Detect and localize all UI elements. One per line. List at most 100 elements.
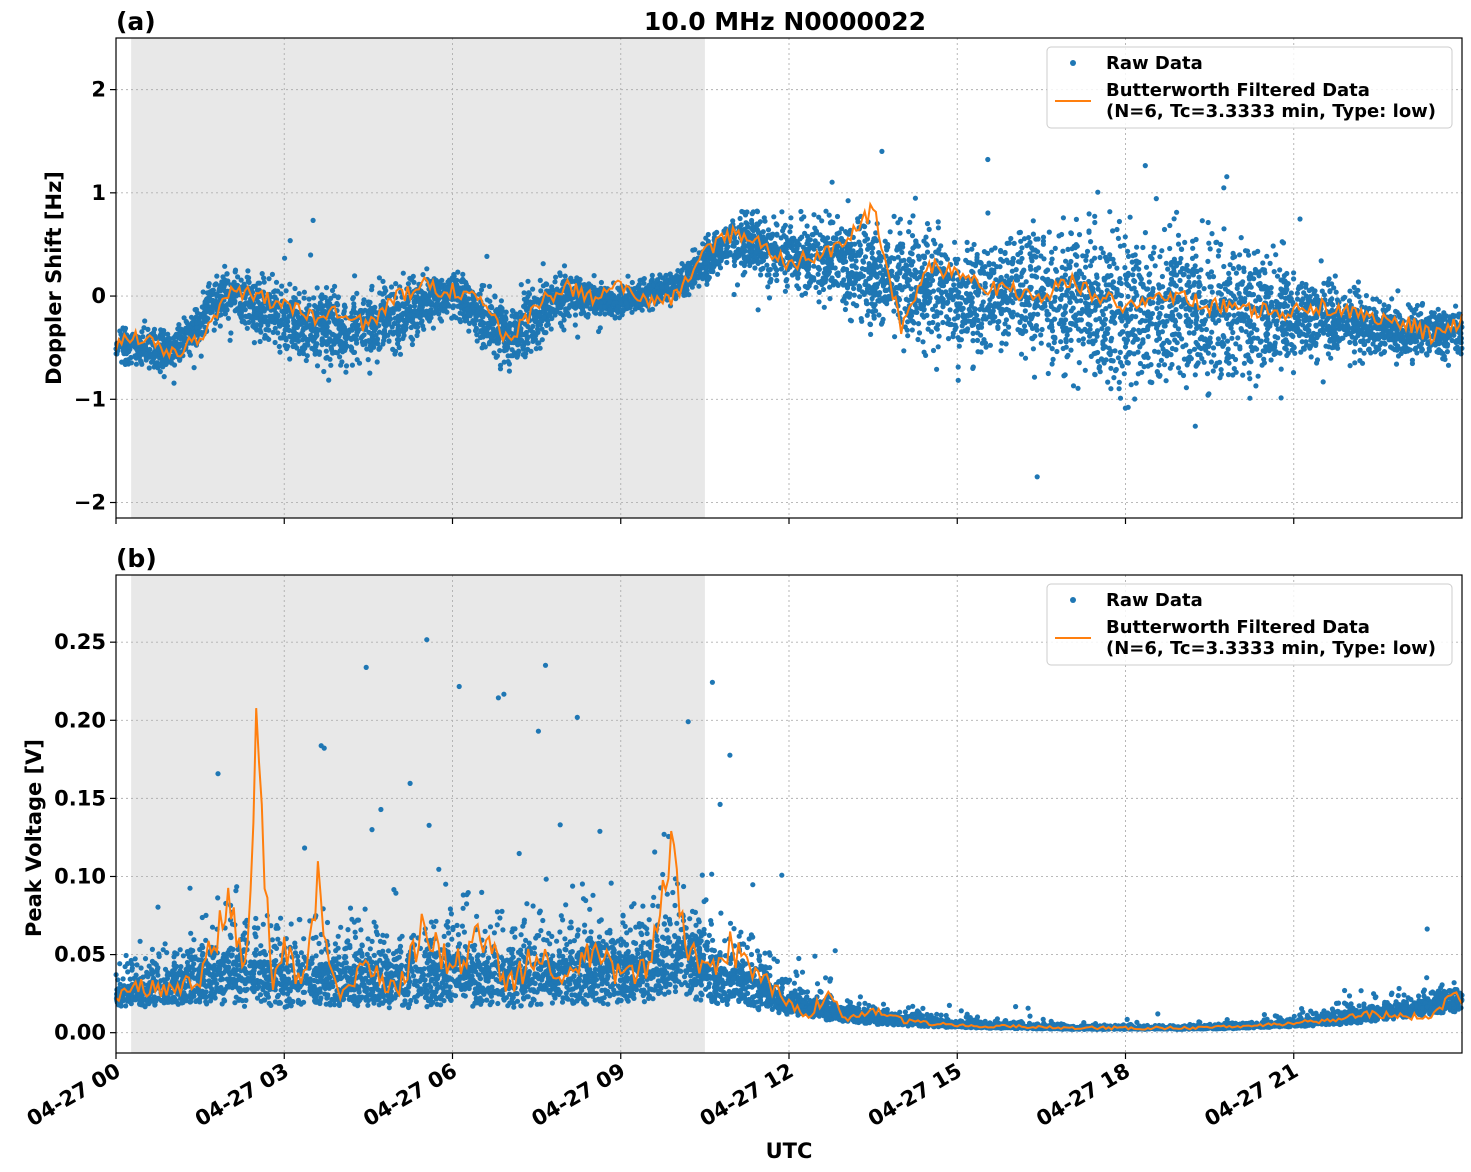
- raw-point: [270, 329, 276, 335]
- raw-point: [1163, 260, 1169, 266]
- raw-point: [479, 282, 485, 289]
- raw-point: [947, 307, 953, 313]
- raw-point: [963, 257, 969, 263]
- raw-point: [819, 218, 825, 224]
- raw-point: [815, 271, 821, 277]
- raw-point: [914, 309, 920, 315]
- raw-point: [304, 353, 310, 359]
- raw-point: [1030, 218, 1036, 224]
- raw-point: [1098, 245, 1104, 251]
- raw-point: [1126, 351, 1132, 357]
- raw-point: [1105, 326, 1111, 332]
- raw-point: [1008, 310, 1014, 316]
- raw-point: [841, 255, 848, 261]
- raw-point: [1209, 231, 1215, 237]
- raw-point: [1167, 222, 1173, 229]
- raw-point: [377, 345, 383, 351]
- raw-point: [424, 266, 430, 272]
- raw-point: [1092, 245, 1098, 251]
- raw-point: [944, 256, 951, 262]
- raw-point: [1208, 359, 1214, 365]
- raw-point: [306, 302, 312, 308]
- raw-point: [1241, 318, 1247, 324]
- raw-point: [1303, 293, 1309, 299]
- raw-point: [1175, 232, 1182, 238]
- raw-point: [1149, 256, 1155, 262]
- raw-point: [987, 342, 994, 348]
- raw-point: [1068, 337, 1074, 343]
- raw-point: [1124, 337, 1130, 344]
- raw-point: [328, 362, 334, 368]
- raw-point: [1206, 240, 1212, 246]
- raw-point: [857, 284, 863, 290]
- raw-point: [400, 270, 406, 276]
- raw-point: [987, 297, 993, 303]
- raw-point: [1224, 174, 1230, 180]
- raw-point: [690, 247, 696, 253]
- raw-point: [1381, 302, 1387, 308]
- raw-point: [1175, 241, 1182, 247]
- raw-point: [1059, 264, 1065, 270]
- raw-point: [354, 290, 360, 296]
- raw-point: [283, 288, 289, 294]
- raw-point: [1038, 340, 1044, 346]
- raw-point: [732, 262, 738, 269]
- raw-point: [415, 329, 421, 335]
- raw-point: [372, 304, 378, 310]
- raw-point: [842, 306, 849, 313]
- raw-point: [1172, 337, 1178, 343]
- raw-point: [1275, 335, 1281, 341]
- raw-point: [1456, 348, 1462, 354]
- raw-point: [161, 374, 167, 380]
- raw-point: [952, 239, 958, 245]
- raw-point: [1346, 298, 1353, 304]
- raw-point: [1243, 286, 1249, 292]
- raw-point: [924, 312, 930, 318]
- raw-point: [1284, 339, 1290, 345]
- raw-point: [1132, 278, 1138, 284]
- raw-point: [851, 292, 857, 298]
- raw-point: [1395, 353, 1402, 359]
- raw-point: [1199, 218, 1205, 224]
- raw-point: [861, 230, 867, 236]
- raw-point: [438, 318, 445, 324]
- raw-point: [287, 281, 293, 287]
- raw-point: [1178, 304, 1184, 310]
- raw-point: [1182, 239, 1188, 245]
- raw-point: [1082, 367, 1088, 373]
- raw-point: [816, 214, 822, 220]
- raw-point: [244, 325, 250, 331]
- raw-point: [1355, 279, 1361, 285]
- raw-point: [1131, 351, 1137, 357]
- raw-point: [1207, 246, 1213, 252]
- raw-point: [1270, 243, 1276, 249]
- raw-point: [1287, 320, 1293, 326]
- raw-point: [908, 308, 915, 315]
- raw-point: [1115, 235, 1121, 241]
- raw-point: [864, 286, 871, 292]
- raw-point: [909, 327, 915, 333]
- raw-point: [1065, 352, 1071, 358]
- raw-point: [409, 277, 415, 283]
- raw-point: [867, 321, 874, 328]
- raw-point: [478, 334, 484, 341]
- raw-point: [771, 262, 777, 268]
- raw-point: [1347, 363, 1353, 369]
- raw-point: [193, 307, 199, 313]
- raw-point: [772, 240, 778, 247]
- raw-point: [1201, 336, 1207, 343]
- raw-point: [321, 368, 327, 375]
- raw-point: [1008, 235, 1014, 242]
- raw-point: [282, 255, 288, 261]
- raw-point: [1186, 330, 1192, 336]
- raw-point: [246, 279, 252, 285]
- raw-point: [1038, 253, 1044, 259]
- raw-point: [905, 333, 911, 339]
- raw-point: [312, 351, 318, 357]
- raw-point: [259, 271, 265, 277]
- raw-point: [1232, 254, 1238, 260]
- raw-point: [1122, 234, 1128, 240]
- raw-point: [889, 268, 895, 274]
- raw-point: [1080, 336, 1086, 342]
- raw-point: [1205, 392, 1211, 398]
